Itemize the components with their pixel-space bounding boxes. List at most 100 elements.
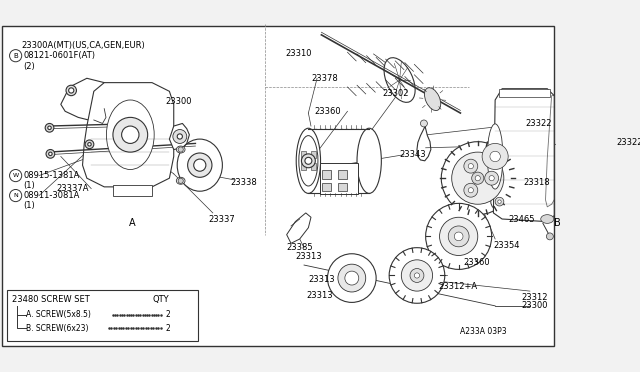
Bar (310, 163, 316, 170)
Text: 23312: 23312 (521, 293, 548, 302)
Bar (310, 151, 316, 158)
Circle shape (401, 260, 433, 291)
Circle shape (173, 129, 187, 144)
Circle shape (48, 126, 51, 129)
Bar (7, 290, 198, 341)
Circle shape (442, 142, 515, 215)
Circle shape (122, 126, 139, 144)
Circle shape (410, 269, 424, 282)
Circle shape (495, 197, 504, 206)
Ellipse shape (357, 128, 381, 193)
Polygon shape (493, 89, 554, 222)
Circle shape (414, 273, 420, 278)
Circle shape (491, 193, 508, 210)
Text: 23337: 23337 (209, 215, 236, 224)
Circle shape (389, 248, 445, 303)
Text: 23378: 23378 (311, 74, 338, 83)
Text: 08121-0601F(AT): 08121-0601F(AT) (24, 51, 95, 60)
Circle shape (484, 171, 499, 185)
Text: B. SCREW(6x23): B. SCREW(6x23) (26, 324, 88, 333)
Text: 23300A(MT)(US,CA,GEN,EUR): 23300A(MT)(US,CA,GEN,EUR) (22, 41, 145, 50)
Circle shape (472, 172, 484, 184)
Ellipse shape (541, 215, 554, 223)
Ellipse shape (299, 136, 318, 186)
Text: (1): (1) (24, 181, 35, 190)
Text: 2: 2 (165, 310, 170, 319)
Ellipse shape (177, 146, 185, 153)
Text: 23480 SCREW SET: 23480 SCREW SET (12, 295, 90, 304)
Circle shape (10, 189, 22, 202)
Text: 23322E: 23322E (617, 138, 640, 147)
Text: A233A 03P3: A233A 03P3 (460, 327, 507, 336)
Circle shape (301, 154, 316, 168)
Circle shape (547, 233, 554, 240)
Bar (323, 183, 331, 191)
Bar (338, 170, 347, 179)
Text: 23300: 23300 (521, 301, 548, 310)
Text: 23313: 23313 (295, 252, 322, 261)
Ellipse shape (424, 88, 441, 110)
Ellipse shape (106, 100, 154, 170)
Ellipse shape (487, 124, 503, 189)
Circle shape (454, 232, 463, 241)
Circle shape (10, 49, 22, 62)
Bar (338, 183, 347, 191)
Bar (323, 170, 331, 179)
Ellipse shape (296, 128, 321, 193)
Text: (1): (1) (24, 202, 35, 211)
Text: 23302: 23302 (382, 89, 409, 99)
Text: (2): (2) (24, 62, 35, 71)
Circle shape (452, 152, 504, 204)
Circle shape (498, 200, 501, 203)
Text: B: B (554, 218, 561, 228)
Polygon shape (170, 124, 189, 150)
Polygon shape (61, 78, 113, 122)
Text: 23360: 23360 (314, 107, 341, 116)
Text: 23310: 23310 (285, 49, 312, 58)
Bar (499, 89, 550, 97)
Text: 23313: 23313 (308, 275, 335, 284)
Circle shape (440, 217, 478, 256)
Bar (301, 163, 306, 170)
Circle shape (464, 159, 478, 173)
Circle shape (482, 144, 508, 170)
Circle shape (88, 142, 92, 146)
Text: 23385: 23385 (287, 243, 314, 252)
Circle shape (68, 88, 74, 93)
Ellipse shape (177, 177, 185, 184)
Circle shape (188, 153, 212, 177)
Text: A: A (129, 218, 135, 228)
Circle shape (468, 187, 474, 193)
Circle shape (305, 157, 312, 164)
Polygon shape (83, 83, 173, 187)
Circle shape (475, 176, 481, 181)
Circle shape (46, 150, 55, 158)
Text: B: B (13, 53, 18, 59)
Bar (113, 185, 152, 196)
Text: 23300: 23300 (165, 97, 191, 106)
Circle shape (489, 176, 494, 181)
Circle shape (328, 254, 376, 302)
Text: 23322: 23322 (525, 119, 552, 128)
Text: 23337A: 23337A (56, 184, 89, 193)
Circle shape (178, 147, 183, 152)
Ellipse shape (177, 139, 222, 191)
Bar (301, 151, 306, 158)
Circle shape (10, 170, 22, 182)
Circle shape (194, 159, 206, 171)
Text: 08915-1381A: 08915-1381A (24, 171, 80, 180)
Text: 23318: 23318 (524, 178, 550, 187)
Text: 23338: 23338 (230, 178, 257, 187)
Text: 2: 2 (165, 324, 170, 333)
Circle shape (345, 271, 359, 285)
Polygon shape (287, 213, 311, 243)
Circle shape (49, 152, 52, 155)
Text: 23343: 23343 (399, 150, 426, 159)
Circle shape (464, 183, 478, 197)
Circle shape (420, 120, 428, 127)
Text: 08911-3081A: 08911-3081A (24, 191, 80, 200)
Text: 23360: 23360 (464, 258, 490, 267)
Bar (319, 163, 358, 194)
Circle shape (85, 140, 94, 149)
Circle shape (178, 178, 183, 183)
